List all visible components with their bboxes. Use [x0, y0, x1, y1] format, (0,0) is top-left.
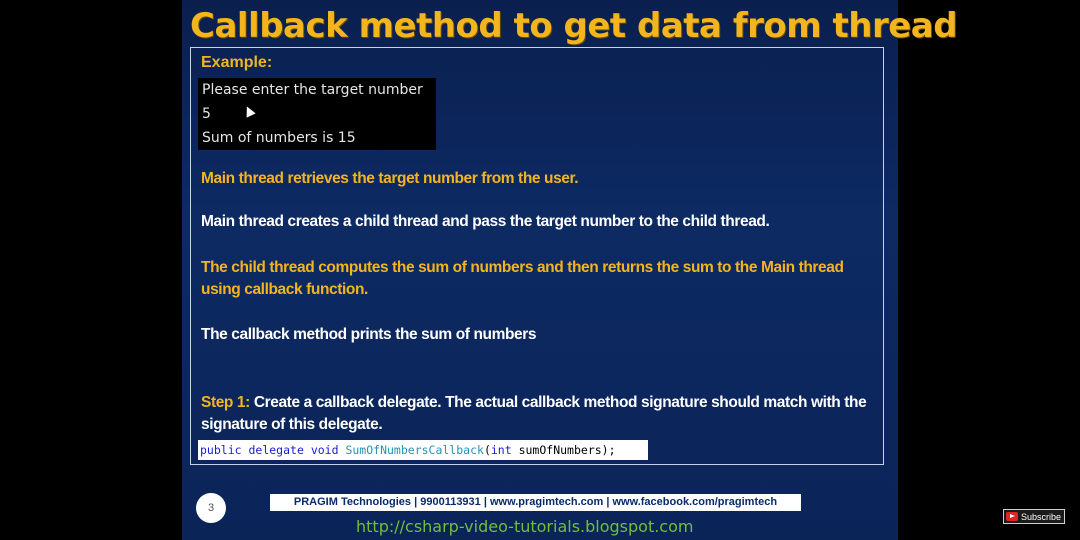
step-1-paragraph: Step 1: Create a callback delegate. The … — [201, 392, 871, 436]
content-box: Example: Please enter the target number … — [190, 47, 884, 465]
youtube-icon — [1006, 512, 1018, 521]
footer-url: http://csharp-video-tutorials.blogspot.c… — [356, 517, 694, 536]
step-text: Create a callback delegate. The actual c… — [201, 394, 867, 433]
console-line: 5 — [202, 106, 211, 122]
example-label: Example: — [201, 54, 273, 71]
subscribe-label: Subscribe — [1021, 511, 1062, 522]
console-output: Please enter the target number 5 Sum of … — [198, 78, 436, 150]
code-snippet: public delegate void SumOfNumbersCallbac… — [198, 440, 648, 460]
paragraph-callback-prints: The callback method prints the sum of nu… — [201, 326, 537, 343]
slide-title: Callback method to get data from thread — [190, 6, 958, 46]
code-punctuation: ); — [601, 443, 616, 457]
code-type-name: SumOfNumbersCallback — [345, 443, 484, 457]
paragraph-main-thread-creates: Main thread creates a child thread and p… — [201, 213, 770, 230]
subscribe-button[interactable]: Subscribe — [1003, 509, 1065, 524]
code-keyword: int — [490, 443, 512, 457]
code-parameter: sumOfNumbers — [511, 443, 602, 457]
paragraph-child-thread-computes: The child thread computes the sum of num… — [201, 259, 844, 298]
code-keyword: public — [200, 443, 242, 457]
code-keyword: delegate — [248, 443, 304, 457]
footer-contact-info: PRAGIM Technologies | 9900113931 | www.p… — [270, 494, 801, 511]
step-label: Step 1: — [201, 394, 250, 411]
console-line: Sum of numbers is 15 — [202, 130, 356, 146]
console-line: Please enter the target number — [202, 82, 423, 98]
page-number-badge: 3 — [196, 493, 226, 523]
code-keyword: void — [310, 443, 339, 457]
code-punctuation: ( — [483, 443, 491, 457]
paragraph-main-thread-retrieves: Main thread retrieves the target number … — [201, 170, 579, 187]
slide: Callback method to get data from thread … — [182, 0, 958, 540]
